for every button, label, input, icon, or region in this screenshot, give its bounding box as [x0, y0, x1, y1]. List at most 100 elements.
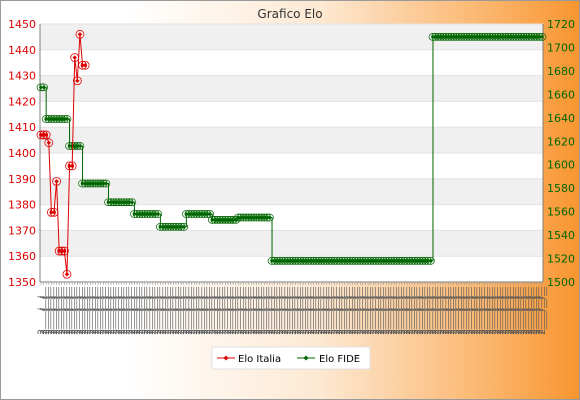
- x-tick-label: 2____/__/__: [242, 287, 252, 335]
- x-tick-label: 2____/__/__: [447, 287, 457, 335]
- fide-point: [39, 83, 48, 92]
- x-tick-label: 2____/__/__: [460, 287, 470, 335]
- italia-point-marker: [46, 140, 51, 145]
- italia-point: [62, 269, 72, 279]
- x-tick-label: 2____/__/__: [229, 287, 239, 335]
- x-tick-label: 2____/__/__: [509, 287, 519, 335]
- x-tick-label: 2____/__/__: [494, 287, 504, 335]
- right-tick-label: 1580: [547, 182, 575, 195]
- fide-point: [75, 142, 85, 150]
- x-tick-label: 2____/__/__: [268, 287, 278, 335]
- x-tick-label: 2____/__/__: [330, 287, 340, 335]
- x-tick-label: 2____/__/__: [530, 287, 540, 335]
- right-tick-label: 1680: [547, 65, 575, 78]
- x-tick-label: 2____/__/__: [398, 287, 408, 335]
- x-tick-label: 2____/__/__: [416, 287, 426, 335]
- italia-point-marker: [75, 78, 80, 83]
- x-tick-label: 2____/__/__: [380, 287, 390, 335]
- x-tick-label: 2____/__/__: [97, 287, 107, 335]
- x-tick-label: 2____/__/__: [463, 287, 473, 335]
- italia-point-marker: [54, 179, 59, 184]
- x-tick-label: 2____/__/__: [385, 287, 395, 335]
- x-tick-label: 2____/__/__: [219, 287, 229, 335]
- x-tick-label: 2____/__/__: [53, 287, 63, 335]
- x-tick-label: 2____/__/__: [89, 287, 99, 335]
- x-tick-label: 2____/__/__: [452, 287, 462, 335]
- italia-point: [41, 130, 51, 140]
- x-tick-label: 2____/__/__: [515, 287, 525, 335]
- x-tick-label: 2____/__/__: [169, 287, 179, 335]
- legend-italia-label: Elo Italia: [238, 354, 281, 365]
- x-tick-label: 2____/__/__: [424, 287, 434, 335]
- right-tick-label: 1500: [547, 276, 575, 289]
- x-tick-label: 2____/__/__: [265, 287, 275, 335]
- fide-point: [205, 210, 215, 218]
- italia-point-marker: [43, 132, 49, 138]
- x-tick-label: 2____/__/__: [255, 287, 265, 335]
- x-tick-label: 2____/__/__: [99, 287, 109, 335]
- italia-point-marker: [77, 32, 83, 37]
- fide-point-marker: [267, 215, 272, 220]
- x-tick-label: 2____/__/__: [442, 287, 452, 335]
- x-tick-label: 2____/__/__: [359, 287, 369, 335]
- x-tick-label: 2____/__/__: [278, 287, 288, 335]
- left-tick-label: 1380: [8, 199, 36, 212]
- x-tick-label: 2____/__/__: [450, 287, 460, 335]
- left-tick-label: 1420: [8, 95, 36, 108]
- fide-point: [537, 33, 547, 41]
- x-tick-label: 2____/__/__: [86, 287, 96, 335]
- fide-point: [153, 210, 163, 218]
- fide-point: [179, 223, 189, 231]
- fide-point-marker: [207, 211, 212, 216]
- x-tick-label: 2____/__/__: [58, 287, 68, 335]
- fide-point: [62, 115, 72, 123]
- x-tick-label: 2____/__/__: [60, 287, 70, 335]
- x-tick-label: 2____/__/__: [195, 287, 205, 335]
- x-tick-label: 2____/__/__: [522, 287, 532, 335]
- x-tick-label: 2____/__/__: [372, 287, 382, 335]
- x-tick-label: 2____/__/__: [411, 287, 421, 335]
- x-tick-label: 2____/__/__: [294, 287, 304, 335]
- legend-fide-marker: [303, 355, 309, 361]
- x-tick-label: 2____/__/__: [216, 287, 226, 335]
- x-tick-label: 2____/__/__: [138, 287, 148, 335]
- x-tick-label: 2____/__/__: [206, 287, 216, 335]
- italia-point: [72, 76, 82, 86]
- x-tick-label: 2____/__/__: [496, 287, 506, 335]
- x-tick-label: 2____/__/__: [175, 287, 185, 335]
- x-tick-label: 2____/__/__: [79, 287, 89, 335]
- x-tick-label: 2____/__/__: [351, 287, 361, 335]
- x-tick-label: 2____/__/__: [182, 287, 192, 335]
- x-tick-label: 2____/__/__: [473, 287, 483, 335]
- x-tick-label: 2____/__/__: [312, 287, 322, 335]
- x-tick-label: 2____/__/__: [361, 287, 371, 335]
- x-tick-label: 2____/__/__: [37, 287, 47, 335]
- left-tick-label: 1410: [8, 121, 36, 134]
- x-tick-label: 2____/__/__: [458, 287, 468, 335]
- x-tick-label: 2____/__/__: [421, 287, 431, 335]
- x-tick-label: 2____/__/__: [408, 287, 418, 335]
- italia-point-marker: [82, 63, 88, 68]
- x-tick-label: 2____/__/__: [276, 287, 286, 335]
- x-tick-label: 2____/__/__: [198, 287, 208, 335]
- x-tick-label: 2____/__/__: [507, 287, 517, 335]
- fide-point: [426, 257, 435, 265]
- right-tick-label: 1720: [547, 18, 575, 31]
- x-tick-label: 2____/__/__: [284, 287, 294, 335]
- x-tick-label: 2____/__/__: [406, 287, 416, 335]
- x-tick-label: 2____/__/__: [468, 287, 478, 335]
- x-tick-label: 2____/__/__: [47, 287, 57, 335]
- legend-fide-label: Elo FIDE: [319, 354, 360, 365]
- x-tick-label: 2____/__/__: [128, 287, 138, 335]
- italia-point-marker: [41, 132, 46, 138]
- x-tick-label: 2____/__/__: [341, 287, 351, 335]
- x-tick-label: 2____/__/__: [426, 287, 436, 335]
- x-tick-label: 2____/__/__: [304, 287, 314, 335]
- x-tick-label: 2____/__/__: [491, 287, 501, 335]
- x-tick-label: 2____/__/__: [45, 287, 55, 335]
- x-tick-label: 2____/__/__: [299, 287, 309, 335]
- x-tick-label: 2____/__/__: [42, 287, 52, 335]
- x-tick-label: 2____/__/__: [535, 287, 545, 335]
- italia-point: [59, 246, 69, 256]
- x-tick-label: 2____/__/__: [232, 287, 242, 335]
